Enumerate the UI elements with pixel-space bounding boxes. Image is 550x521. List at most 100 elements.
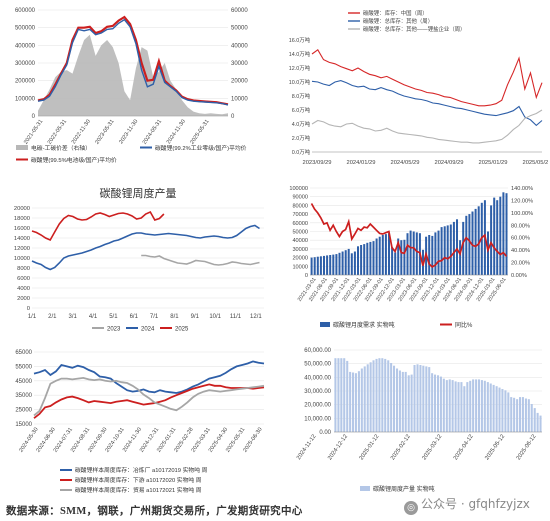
p1-left-tick: 200000 <box>15 79 36 85</box>
p3-x-tick: 2/1 <box>48 314 57 320</box>
p6-bar <box>357 371 360 432</box>
p5-line-2 <box>33 376 265 417</box>
p6-legend-label-0: 碳酸锂周度产量 实物吨 <box>373 485 435 493</box>
p1-legend-label-2: 碳酸锂(99.5%电池级/国产)平均价 <box>31 156 117 164</box>
p2-x-tick: 2024/01/29 <box>346 160 375 166</box>
wechat-logo-icon: ◎ <box>404 501 418 515</box>
p1-legend-label-0: 电碳-工碳价差（右轴） <box>31 144 91 152</box>
p3-line-2024 <box>31 224 260 271</box>
p6-bar <box>480 380 483 432</box>
p6-bar <box>334 358 337 432</box>
p6-x-tick: 2025-03-12 <box>421 434 443 462</box>
chart-weekly-output: 碳酸锂周度产量 0 2000 4000 6000 8000 10000 12000 14000 1… <box>14 186 264 333</box>
p4-bar <box>397 238 400 275</box>
p6-bar <box>419 365 422 432</box>
p6-x-tick: 2024-11-12 <box>296 434 318 461</box>
p2-x-tick: 2025/01/29 <box>478 160 507 166</box>
p6-bar <box>360 368 363 432</box>
p3-y-tick: 18000 <box>14 216 30 222</box>
p6-bar <box>396 368 399 432</box>
p6-bar <box>513 397 516 432</box>
p6-bar <box>492 384 495 432</box>
p5-y-tick: 45000 <box>15 379 32 385</box>
p4-left-tick: 10000 <box>292 264 308 270</box>
p4-bar <box>462 221 465 275</box>
p3-x-tick: 6/1 <box>130 314 139 320</box>
p6-bar <box>463 386 466 432</box>
p6-bar <box>466 382 469 432</box>
p6-bar <box>454 381 457 432</box>
p6-x-tick: 2025-04-12 <box>453 434 475 462</box>
p2-y-tick: 4.0万吨 <box>292 120 311 128</box>
p5-legend-label-1: 碳酸锂样本周度库存：下游 a10172020 实物吨 周 <box>75 476 202 484</box>
p6-x-tick: 2025-06-12 <box>516 434 538 462</box>
p5-line-1 <box>33 383 265 419</box>
p6-bar <box>495 386 498 432</box>
p6-bar <box>445 380 448 432</box>
p6-bar <box>346 360 349 432</box>
p1-x-tick: 2023-05-31 <box>94 119 115 146</box>
p1-x-tick: 2023-11-30 <box>118 119 139 146</box>
p2-legend-label-0: 碳酸锂：库存：中国（周） <box>363 9 428 17</box>
p4-bar <box>431 235 434 275</box>
p4-bar <box>452 221 455 275</box>
p4-right-tick: 0.00% <box>511 273 527 279</box>
p3-y-tick: 12000 <box>14 246 30 252</box>
p2-x-tick: 2024/09/29 <box>434 160 463 166</box>
p3-x-tick: 11/1 <box>230 314 242 320</box>
p1-right-tick: 20000 <box>231 79 248 85</box>
p6-bar <box>372 360 375 433</box>
p2-legend-label-1: 碳酸锂：总库存：其他（周） <box>363 17 433 25</box>
p3-x-tick: 3/1 <box>69 314 78 320</box>
chart-sample-inventory: 1500025000350004500055000650002024-05-30… <box>15 350 265 494</box>
p4-bar <box>357 246 360 275</box>
p1-left-tick: 400000 <box>15 43 36 49</box>
p4-bar <box>471 211 474 275</box>
p3-x-tick: 9/1 <box>191 314 200 320</box>
p3-x-tick: 12/1 <box>250 314 262 320</box>
p6-bar <box>354 373 357 432</box>
p6-bar <box>524 398 527 432</box>
p3-y-tick: 2000 <box>17 296 30 302</box>
p4-bar <box>360 245 363 275</box>
p1-left-tick: 500000 <box>15 26 36 32</box>
p4-bar <box>323 255 326 275</box>
p6-x-tick: 2025-02-12 <box>390 434 412 462</box>
p4-bar <box>366 242 369 275</box>
p1-x-tick: 2025-05-31 <box>189 119 210 146</box>
p6-bar <box>352 372 355 432</box>
p4-right-tick: 100.00% <box>511 211 533 217</box>
p6-y-tick: 0.00 <box>319 430 331 436</box>
p6-bar <box>349 371 352 432</box>
p2-y-tick: 12.0万吨 <box>289 64 311 72</box>
p5-legend-label-0: 碳酸锂样本周度库存：冶炼厂 a10172019 实物吨 周 <box>75 466 208 474</box>
p6-bar <box>448 379 451 432</box>
p6-bar <box>407 375 410 432</box>
p6-bar <box>457 382 460 432</box>
p1-x-tick: 2024-05-31 <box>142 119 163 146</box>
p4-bar <box>347 248 350 275</box>
p6-bar <box>340 358 343 432</box>
p4-bar <box>388 233 391 275</box>
p4-bar <box>440 227 443 275</box>
p2-y-tick: 0.0万吨 <box>292 148 311 156</box>
p6-x-tick: 2025-05-12 <box>484 434 506 462</box>
p4-bar <box>487 231 490 275</box>
p4-bar <box>391 247 394 275</box>
p4-left-tick: 0 <box>305 273 308 279</box>
p6-bar <box>387 360 390 433</box>
p6-bar <box>437 375 440 432</box>
p6-bar <box>375 358 378 432</box>
p4-bar <box>394 252 397 275</box>
p6-bar <box>416 364 419 432</box>
p4-bar <box>375 238 378 275</box>
p4-left-tick: 40000 <box>292 238 308 244</box>
p6-bar <box>504 390 507 432</box>
p4-bar <box>344 250 347 275</box>
p6-bar <box>539 415 542 432</box>
p4-bar <box>428 235 431 275</box>
p6-bar <box>486 382 489 432</box>
p1-right-tick: 50000 <box>231 26 248 32</box>
p6-bar <box>390 363 393 432</box>
p2-x-tick: 2024/05/29 <box>390 160 419 166</box>
